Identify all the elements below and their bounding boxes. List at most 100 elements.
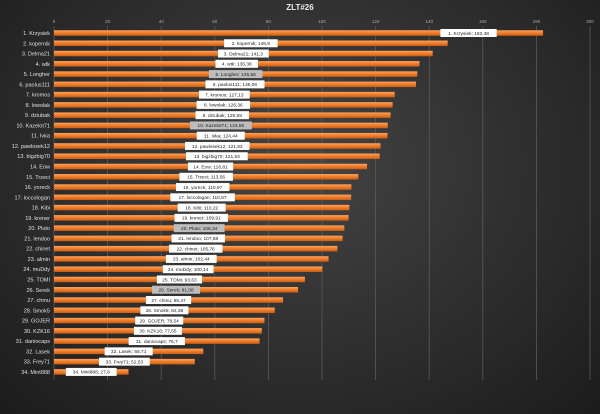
data-label: 33. Frey71; 52,53 (106, 359, 144, 365)
category-label: 24. muDdy (23, 267, 50, 273)
x-tick-label: 100 (318, 19, 326, 24)
data-label-box (99, 357, 150, 366)
data-label: 28. Smok5; 82,38 (146, 308, 184, 314)
category-label: 30. KZK16 (24, 329, 50, 335)
data-label-box (156, 275, 203, 284)
x-tick-label: 40 (159, 19, 165, 24)
data-label: 5. Longher; 135,56 (216, 72, 257, 78)
data-label: 7. kromos; 127,13 (205, 92, 244, 98)
x-tick-label: 0 (53, 19, 56, 24)
category-label: 13. bigzbig70 (17, 154, 50, 160)
data-label: 18. Kibi; 110,22 (185, 205, 218, 211)
data-label: 16. yoreck; 110,97 (183, 185, 222, 191)
data-label-box (135, 316, 184, 325)
data-label-box (440, 29, 497, 37)
bar (54, 30, 544, 36)
category-label: 31. daniocaps (16, 339, 50, 345)
data-label: 20. Pluto; 108,34 (181, 226, 218, 232)
data-label: 19. krener; 109,91 (182, 216, 221, 222)
data-label-box (165, 254, 217, 263)
data-label: 11. Ivka; 124,44 (204, 134, 238, 140)
data-label: 13. bigzbig70; 121,53 (194, 154, 240, 160)
data-label: 3. Delma21; 141,3 (224, 51, 264, 57)
data-label: 24. muDdy; 100,14 (168, 267, 209, 273)
data-label: 31. daniocaps; 76,7 (136, 339, 178, 345)
category-label: 29. GOJER (22, 319, 50, 325)
category-label: 1. Krzysiek (23, 31, 50, 37)
data-label-box (224, 39, 278, 48)
category-label: 9. dziubak (25, 113, 50, 119)
data-label-box (195, 111, 250, 120)
category-label: 5. Longher (24, 72, 50, 78)
data-label-box (140, 306, 189, 315)
data-label: 22. chinet; 105,76 (177, 246, 215, 252)
data-label-box (185, 152, 248, 161)
data-label-box (185, 141, 250, 150)
chart-title: ZLT#26 (286, 3, 314, 12)
x-tick-label: 160 (479, 19, 487, 24)
data-label-box (196, 131, 245, 140)
data-label-box (177, 203, 226, 212)
data-label-box (198, 90, 250, 99)
category-label: 18. Kibi (32, 206, 50, 212)
category-label: 23. almin (28, 257, 50, 263)
data-label: 26. Serek; 91,08 (158, 288, 194, 294)
data-label-box (171, 234, 226, 243)
category-label: 6. paolus111 (19, 82, 50, 88)
data-label-box (187, 162, 234, 171)
x-tick-label: 20 (105, 19, 111, 24)
data-label: 23. almin; 102,44 (173, 257, 210, 263)
data-label: 15. Trzeci; 113,56 (187, 175, 225, 181)
data-label-box (128, 337, 185, 346)
category-label: 21. lendoo (24, 236, 50, 242)
data-label: 30. KZK16; 77,55 (139, 329, 177, 335)
x-tick-label: 60 (212, 19, 218, 24)
category-label: 19. krener (25, 216, 50, 222)
data-label-box (133, 326, 182, 335)
category-label: 16. yoreck (25, 185, 51, 191)
data-label: 32. Lasek; 55,71 (111, 349, 147, 355)
x-tick-label: 180 (533, 19, 541, 24)
data-label-box (208, 70, 263, 79)
category-label: 28. Smok5 (24, 308, 50, 314)
category-label: 34. Mint888 (21, 370, 50, 376)
data-label: 1. Krzysiek; 182,48 (448, 31, 489, 37)
category-label: 33. Frey71 (24, 360, 50, 366)
category-label: 14. Eow (30, 165, 50, 171)
data-label: 29. GOJER; 78,54 (140, 318, 180, 324)
data-label: 17. loccologan; 110,87 (179, 195, 227, 201)
category-label: 22. chinet (26, 247, 50, 253)
data-label: 2. kopernik; 146,9 (232, 41, 270, 47)
category-label: 15. Trzeci (26, 175, 50, 181)
data-label: 10. Kazelot71; 124,55 (198, 123, 245, 129)
data-label-box (170, 193, 235, 202)
data-label-box (173, 224, 225, 233)
data-label-box (175, 183, 230, 192)
data-label-box (145, 296, 192, 305)
data-label-box (196, 100, 251, 109)
x-tick-label: 80 (266, 19, 272, 24)
data-label-box (215, 59, 258, 68)
x-tick-label: 120 (372, 19, 380, 24)
category-label: 12. pawlosek12 (12, 144, 50, 150)
category-label: 32. Lasek (26, 349, 50, 355)
data-label: 27. chmu; 85,47 (151, 298, 186, 304)
data-label-box (168, 244, 223, 253)
data-label: 14. Eow; 116,81 (193, 164, 228, 170)
data-label-box (162, 265, 214, 274)
data-label: 6. paolus111; 135,06 (213, 82, 257, 88)
category-label: 20. Pluto (28, 226, 50, 232)
data-label: 21. lendoo; 107,68 (178, 236, 218, 242)
category-label: 2. kopernik (23, 41, 50, 47)
category-label: 8. lowolak (26, 103, 51, 109)
data-label: 8. lowolak; 126,36 (204, 103, 243, 109)
data-label: 25. TOMI; 93,63 (162, 277, 197, 283)
category-label: 25. TOMI (27, 277, 50, 283)
data-label: 4. wtk; 136,38 (222, 62, 252, 68)
category-label: 7. kromos (26, 93, 50, 99)
data-label: 9. dziubak; 125,59 (203, 113, 243, 119)
category-label: 10. Kazelot71 (16, 123, 50, 129)
data-label: 34. Mint888; 27,8 (73, 370, 110, 376)
category-label: 17. loccologan (15, 195, 50, 201)
